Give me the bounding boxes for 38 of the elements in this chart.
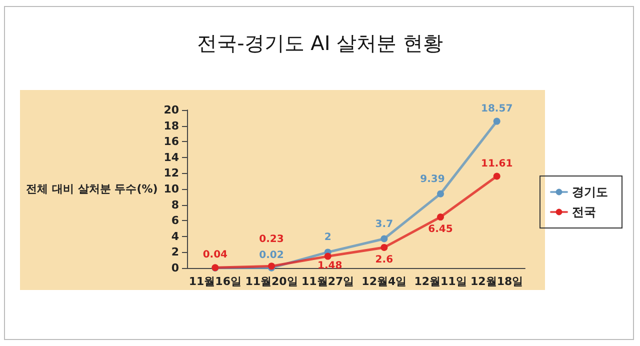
point (380, 235, 388, 242)
data-label: 2.6 (375, 254, 394, 266)
y-tick-label: 12 (164, 166, 179, 180)
data-label: 0.02 (259, 250, 284, 261)
x-tick-label: 12월11일 (414, 275, 467, 288)
data-label: 6.45 (428, 224, 453, 236)
y-axis-title: 전체 대비 살처분 두수(%) (26, 182, 158, 196)
legend-label: 전국 (572, 205, 596, 219)
y-tick-label: 10 (164, 182, 180, 196)
x-tick-label: 11월20일 (245, 275, 298, 288)
y-tick-label: 20 (164, 104, 180, 116)
data-label: 11.61 (481, 158, 513, 170)
point (437, 214, 444, 221)
x-tick-label: 12월4일 (362, 275, 407, 288)
point (437, 190, 444, 198)
data-label: 2 (324, 232, 332, 244)
y-tick-label: 8 (171, 198, 179, 212)
legend-label: 경기도 (572, 185, 608, 199)
data-label: 0.04 (202, 250, 228, 261)
x-tick-label: 11월27일 (302, 275, 354, 288)
data-label: 18.57 (481, 103, 513, 114)
y-tick-label: 16 (164, 135, 180, 148)
x-tick-label: 11월16일 (188, 275, 242, 288)
point (324, 252, 332, 260)
point (493, 172, 500, 180)
data-label: 3.7 (375, 218, 394, 230)
data-label: 0.23 (259, 234, 284, 246)
y-tick-label: 18 (164, 119, 179, 132)
point (380, 244, 388, 251)
x-tick-label: 12월18일 (470, 275, 524, 288)
point (493, 118, 500, 125)
y-tick-label: 6 (171, 214, 180, 228)
y-tick-label: 2 (171, 246, 179, 259)
y-tick-label: 0 (171, 262, 180, 274)
chart-title: 전국-경기도 AI 살처분 현황 (197, 31, 443, 55)
y-tick-label: 14 (164, 150, 180, 164)
data-label: 9.39 (420, 174, 445, 185)
y-tick-label: 4 (171, 230, 180, 243)
